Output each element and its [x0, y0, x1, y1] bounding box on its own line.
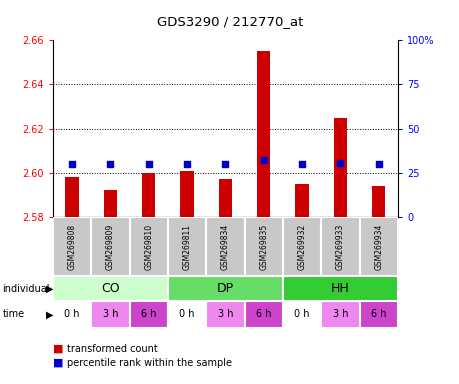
- Text: transformed count: transformed count: [67, 344, 157, 354]
- Text: GSM269934: GSM269934: [374, 223, 382, 270]
- Bar: [103, 190, 117, 217]
- FancyBboxPatch shape: [320, 217, 359, 276]
- FancyBboxPatch shape: [129, 217, 168, 276]
- FancyBboxPatch shape: [244, 217, 282, 276]
- Bar: [371, 186, 385, 217]
- Bar: [257, 51, 270, 217]
- Point: [106, 161, 114, 167]
- Text: percentile rank within the sample: percentile rank within the sample: [67, 358, 231, 368]
- Text: individual: individual: [2, 284, 50, 294]
- Point: [298, 161, 305, 167]
- Point: [145, 161, 152, 167]
- Text: DP: DP: [216, 283, 234, 295]
- Text: GSM269932: GSM269932: [297, 223, 306, 270]
- Bar: [295, 184, 308, 217]
- FancyBboxPatch shape: [206, 217, 244, 276]
- Point: [183, 161, 190, 167]
- Point: [221, 161, 229, 167]
- FancyBboxPatch shape: [53, 276, 168, 301]
- FancyBboxPatch shape: [320, 301, 359, 328]
- Text: 3 h: 3 h: [332, 310, 347, 319]
- FancyBboxPatch shape: [168, 301, 206, 328]
- FancyBboxPatch shape: [168, 217, 206, 276]
- Point: [259, 157, 267, 164]
- Text: GSM269810: GSM269810: [144, 223, 153, 270]
- FancyBboxPatch shape: [359, 217, 397, 276]
- Text: GSM269835: GSM269835: [259, 223, 268, 270]
- FancyBboxPatch shape: [206, 301, 244, 328]
- Text: 0 h: 0 h: [294, 310, 309, 319]
- Text: ▶: ▶: [46, 284, 53, 294]
- FancyBboxPatch shape: [244, 301, 282, 328]
- FancyBboxPatch shape: [168, 276, 282, 301]
- FancyBboxPatch shape: [53, 301, 91, 328]
- Bar: [142, 173, 155, 217]
- Text: GSM269809: GSM269809: [106, 223, 115, 270]
- Text: GSM269834: GSM269834: [220, 223, 230, 270]
- Text: GSM269933: GSM269933: [335, 223, 344, 270]
- Bar: [65, 177, 78, 217]
- Text: time: time: [2, 310, 24, 319]
- Text: ■: ■: [53, 344, 63, 354]
- Text: ▶: ▶: [46, 310, 53, 319]
- Text: 0 h: 0 h: [179, 310, 195, 319]
- Text: GSM269808: GSM269808: [67, 223, 76, 270]
- Point: [336, 160, 343, 166]
- Bar: [333, 118, 347, 217]
- FancyBboxPatch shape: [359, 301, 397, 328]
- Text: 3 h: 3 h: [217, 310, 233, 319]
- Text: 3 h: 3 h: [102, 310, 118, 319]
- Bar: [218, 179, 232, 217]
- Point: [374, 161, 381, 167]
- Text: HH: HH: [330, 283, 349, 295]
- FancyBboxPatch shape: [91, 217, 129, 276]
- FancyBboxPatch shape: [282, 276, 397, 301]
- Text: ■: ■: [53, 358, 63, 368]
- Text: 6 h: 6 h: [255, 310, 271, 319]
- Text: 0 h: 0 h: [64, 310, 80, 319]
- Text: CO: CO: [101, 283, 119, 295]
- Text: GDS3290 / 212770_at: GDS3290 / 212770_at: [157, 15, 302, 28]
- Point: [68, 161, 76, 167]
- FancyBboxPatch shape: [129, 301, 168, 328]
- FancyBboxPatch shape: [282, 217, 320, 276]
- FancyBboxPatch shape: [282, 301, 320, 328]
- Text: 6 h: 6 h: [370, 310, 386, 319]
- Text: GSM269811: GSM269811: [182, 224, 191, 270]
- FancyBboxPatch shape: [53, 217, 91, 276]
- FancyBboxPatch shape: [91, 301, 129, 328]
- Text: 6 h: 6 h: [140, 310, 156, 319]
- Bar: [180, 170, 193, 217]
